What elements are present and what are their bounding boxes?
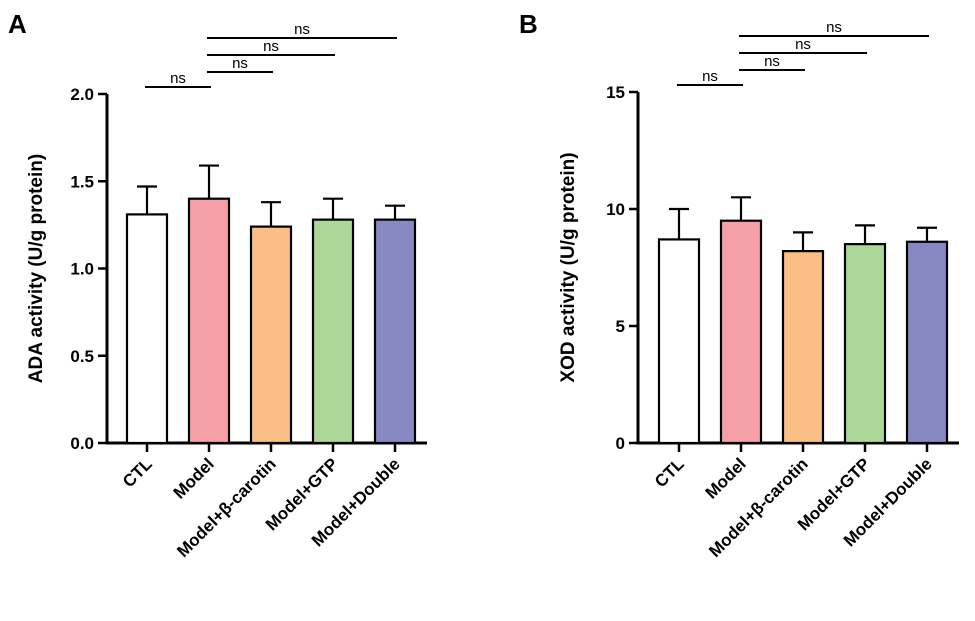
bar-model-carotin — [249, 225, 293, 445]
significance-label: ns — [702, 68, 718, 85]
panel-letter: B — [519, 9, 538, 39]
y-tick-label: 0 — [616, 434, 625, 453]
panel-letter: A — [8, 9, 27, 39]
bar-model-gtp — [843, 243, 887, 445]
x-category-label: CTL — [651, 454, 688, 491]
significance-label: ns — [764, 53, 780, 70]
bar-model-carotin — [781, 250, 825, 445]
bar-model — [187, 197, 231, 445]
y-tick-label: 2.0 — [70, 85, 94, 104]
y-axis-title: XOD activity (U/g protein) — [558, 152, 579, 382]
y-tick-label: 10 — [606, 200, 625, 219]
y-tick-label: 5 — [616, 317, 625, 336]
bar-model-double — [373, 218, 417, 445]
significance-label: ns — [826, 19, 842, 36]
x-category-label: CTL — [119, 454, 156, 491]
y-tick-label: 1.5 — [70, 172, 94, 191]
significance-label: ns — [263, 38, 279, 55]
bar-model-gtp — [311, 218, 355, 445]
y-axis-title: ADA activity (U/g protein) — [26, 154, 47, 383]
bar-model-double — [905, 240, 949, 445]
significance-label: ns — [232, 55, 248, 72]
y-tick-label: 15 — [606, 83, 625, 102]
y-tick-label: 1.0 — [70, 260, 94, 279]
x-category-label: Model — [170, 454, 218, 502]
x-category-label: Model — [702, 454, 750, 502]
bar-model — [719, 219, 763, 445]
panel-b-xod-chart: B XOD activity (U/g protein) 0 5 10 15 CTL Mode… — [519, 9, 959, 561]
bar-ctl — [657, 238, 701, 445]
y-tick-label: 0.0 — [70, 434, 94, 453]
significance-label: ns — [170, 70, 186, 87]
significance-label: ns — [795, 36, 811, 53]
panel-a-ada-chart: A ADA activity (U/g protein) 0.0 0.5 1.0 1.5 2… — [8, 9, 427, 561]
significance-label: ns — [294, 21, 310, 38]
y-tick-label: 0.5 — [70, 347, 94, 366]
bar-ctl — [125, 213, 169, 445]
